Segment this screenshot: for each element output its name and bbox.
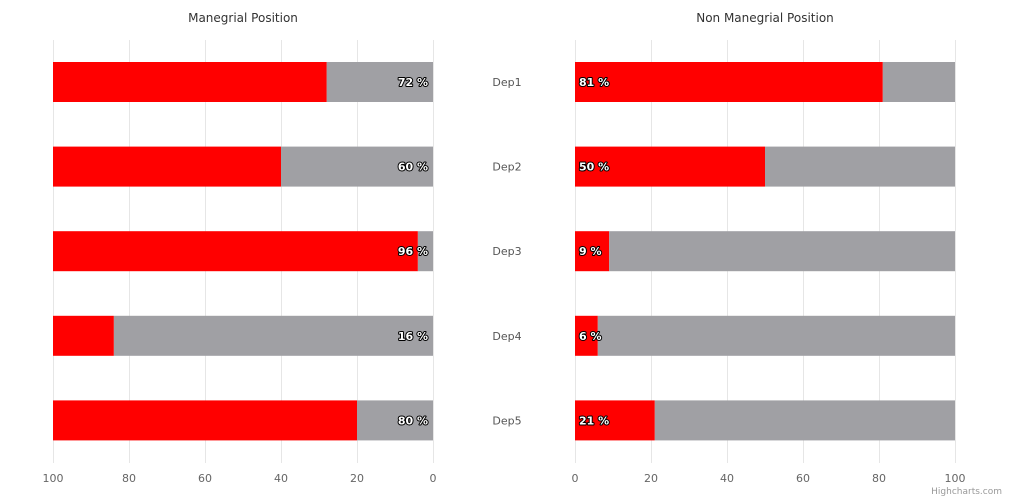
bar bbox=[326, 62, 433, 102]
bars bbox=[53, 62, 955, 441]
bar bbox=[597, 315, 955, 356]
data-label: 6 % bbox=[579, 330, 602, 343]
x-tick-label: 60 bbox=[796, 472, 810, 485]
bar bbox=[575, 146, 765, 187]
bar bbox=[53, 62, 327, 102]
x-tick-label: 20 bbox=[350, 472, 364, 485]
data-label: 96 % bbox=[398, 245, 428, 258]
bar bbox=[53, 315, 114, 356]
bar bbox=[882, 62, 955, 102]
credits-link[interactable]: Highcharts.com bbox=[931, 487, 1002, 497]
bar bbox=[113, 315, 434, 356]
chart-title-left: Manegrial Position bbox=[188, 11, 298, 25]
x-tick-label: 100 bbox=[43, 472, 64, 485]
x-tick-label: 80 bbox=[122, 472, 136, 485]
x-tick-label: 40 bbox=[720, 472, 734, 485]
bar bbox=[53, 400, 357, 441]
category-label: Dep4 bbox=[492, 330, 521, 343]
bar bbox=[575, 62, 883, 102]
category-label: Dep5 bbox=[492, 414, 521, 427]
bar bbox=[53, 146, 281, 187]
x-tick-label: 100 bbox=[945, 472, 966, 485]
x-tick-label: 20 bbox=[644, 472, 658, 485]
bar bbox=[575, 400, 655, 441]
x-tick-label: 0 bbox=[572, 472, 579, 485]
labels: 100 80 60 40 20 0 72 % 60 % 96 % 16 % 80 % 0 20 40 60 8… bbox=[43, 75, 966, 485]
bar bbox=[53, 231, 418, 272]
category-label: Dep2 bbox=[492, 161, 521, 174]
data-label: 50 % bbox=[579, 161, 609, 174]
x-tick-label: 0 bbox=[430, 472, 437, 485]
data-label: 16 % bbox=[398, 330, 428, 343]
bar bbox=[357, 400, 433, 441]
bar bbox=[417, 231, 433, 272]
bar bbox=[654, 400, 955, 441]
data-label: 72 % bbox=[398, 76, 428, 89]
data-label: 80 % bbox=[398, 414, 428, 427]
bar bbox=[765, 146, 955, 187]
category-label: Dep1 bbox=[492, 76, 521, 89]
bar bbox=[281, 146, 433, 187]
x-tick-label: 80 bbox=[872, 472, 886, 485]
data-label: 81 % bbox=[579, 76, 609, 89]
bar bbox=[609, 231, 955, 272]
bar bbox=[575, 231, 610, 272]
data-label: 9 % bbox=[579, 245, 602, 258]
data-label: 21 % bbox=[579, 414, 609, 427]
x-tick-label: 60 bbox=[198, 472, 212, 485]
x-tick-label: 40 bbox=[274, 472, 288, 485]
category-label: Dep3 bbox=[492, 245, 521, 258]
bar bbox=[575, 315, 598, 356]
data-label: 60 % bbox=[398, 161, 428, 174]
chart-title-right: Non Manegrial Position bbox=[696, 11, 834, 25]
